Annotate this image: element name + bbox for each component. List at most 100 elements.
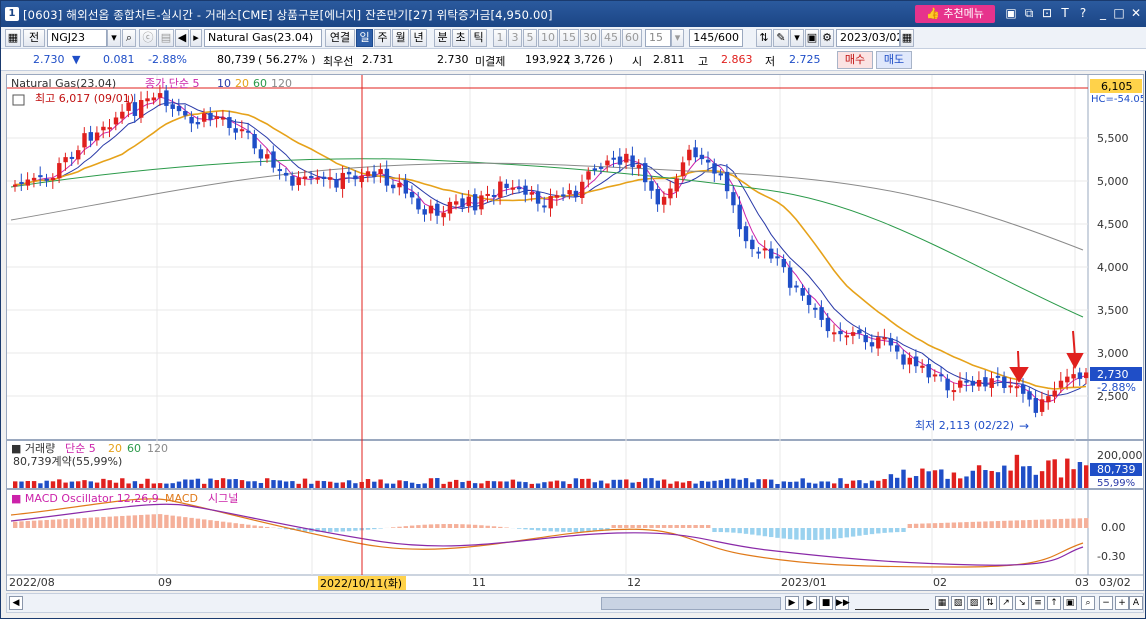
macd-bar (724, 528, 730, 533)
moving-average-lines (10, 96, 1087, 403)
sell-button[interactable]: 매도 (876, 51, 912, 69)
chart-area[interactable]: Natural Gas(23.04) 종가 단순 5 10 20 60 120 … (6, 74, 1144, 591)
volume-bar (737, 479, 742, 488)
zoom-out-icon[interactable]: ⌕ (1081, 596, 1095, 610)
volume-bar (825, 481, 831, 488)
candle-body (888, 338, 894, 346)
tool-icon[interactable]: ▦ (935, 596, 949, 610)
maximize-icon[interactable]: □ (1113, 6, 1125, 20)
interval-10[interactable]: 10 (538, 29, 558, 47)
volume-bar (485, 480, 490, 488)
copy-icon[interactable]: ⧉ (1024, 6, 1034, 20)
calendar-icon[interactable]: ▦ (900, 29, 914, 47)
candle-body (31, 177, 37, 181)
interval-30[interactable]: 30 (580, 29, 600, 47)
zoom-slider[interactable] (855, 597, 929, 610)
chevron-down-icon[interactable]: ▾ (107, 29, 121, 47)
period-second[interactable]: 초 (452, 29, 469, 47)
candle-body (586, 171, 591, 180)
chevron-down-icon[interactable]: ▾ (790, 29, 804, 47)
period-link[interactable]: 연결 (325, 29, 355, 47)
interval-1[interactable]: 1 (493, 29, 507, 47)
search-icon[interactable]: ⌕ (122, 29, 136, 47)
calc-icon[interactable]: ▤ (158, 29, 174, 47)
tool-icon[interactable]: ≡ (1031, 596, 1045, 610)
table-icon[interactable] (12, 94, 25, 106)
macd-lines (10, 498, 1084, 568)
interval-5[interactable]: 5 (523, 29, 537, 47)
symbol-code-input[interactable]: NGJ23 (47, 29, 107, 47)
tool-icon[interactable]: ▣ (1063, 596, 1077, 610)
tool-icon[interactable]: ↘ (1015, 596, 1029, 610)
minimize-icon[interactable]: _ (1100, 6, 1106, 20)
macd-bar (321, 528, 327, 532)
play-icon[interactable]: ▶ (803, 596, 817, 610)
scroll-right-icon[interactable]: ▶ (785, 596, 799, 610)
tool-icon[interactable]: ⇅ (983, 596, 997, 610)
jeon-button[interactable]: 전 (23, 29, 45, 47)
tool-icon[interactable]: ▧ (951, 596, 965, 610)
interval-45[interactable]: 45 (601, 29, 621, 47)
volume-bar (775, 483, 780, 488)
gear-icon[interactable]: ⚙ (820, 29, 834, 47)
time-tick: 02 (933, 576, 947, 589)
candle-body (120, 111, 125, 119)
period-minute[interactable]: 분 (434, 29, 451, 47)
macd-bar (13, 521, 18, 528)
low-label: 저 (765, 55, 776, 68)
stop-icon[interactable]: ■ (819, 596, 833, 610)
interval-input[interactable]: 15 (645, 29, 671, 47)
volume-bar (605, 483, 610, 488)
buy-button[interactable]: 매수 (837, 51, 873, 69)
tool-icon[interactable]: ↑ (1047, 596, 1061, 610)
candle-body (164, 90, 169, 106)
macd-bar (328, 528, 333, 532)
interval-3[interactable]: 3 (508, 29, 522, 47)
interval-60[interactable]: 60 (622, 29, 642, 47)
speaker-icon[interactable]: ◀ (175, 29, 189, 47)
grid-icon[interactable]: ▦ (5, 29, 21, 47)
recommend-menu-button[interactable]: 👍 추천메뉴 (915, 5, 995, 23)
candle-body (712, 163, 717, 174)
date-input[interactable]: 2023/03/02 (836, 29, 900, 47)
period-tick[interactable]: 틱 (470, 29, 487, 47)
volume-bar (44, 480, 49, 488)
minus-icon[interactable]: − (1099, 596, 1113, 610)
candle-body (668, 188, 673, 199)
macd-bar (120, 515, 125, 528)
red-arrow-annotation (1066, 330, 1084, 370)
indicator-icon[interactable]: ⇅ (756, 29, 772, 47)
restore-icon[interactable]: ▣ (1005, 6, 1017, 20)
macd-bar (403, 526, 408, 528)
macd-bar (38, 520, 43, 528)
arrow-small-icon[interactable]: ▸ (190, 29, 202, 47)
tool-icon[interactable]: ↗ (999, 596, 1013, 610)
period-week[interactable]: 주 (374, 29, 391, 47)
close-icon[interactable]: ✕ (1130, 6, 1142, 20)
data-count-input[interactable]: 145/600 (689, 29, 743, 47)
chevron-down-icon[interactable]: ▾ (671, 29, 684, 47)
period-day[interactable]: 일 (356, 29, 373, 47)
help-icon[interactable]: ? (1079, 6, 1087, 20)
interval-15[interactable]: 15 (559, 29, 579, 47)
scroll-bar[interactable]: ◀ ▶ ▶ ■ ▶▶ ▦ ▧ ▨ ⇅ ↗ ↘ ≡ ↑ ▣ ⌕ − + A (6, 593, 1144, 613)
draw-tool-icon[interactable]: ✎ (773, 29, 789, 47)
scroll-thumb[interactable] (601, 597, 781, 610)
scroll-left-icon[interactable]: ◀ (9, 596, 23, 610)
candle-body (517, 187, 522, 190)
plus-icon[interactable]: + (1115, 596, 1129, 610)
period-year[interactable]: 년 (410, 29, 427, 47)
fast-forward-icon[interactable]: ▶▶ (835, 596, 850, 610)
tool-icon[interactable]: ▨ (967, 596, 981, 610)
period-month[interactable]: 월 (392, 29, 409, 47)
cg-icon[interactable]: ⓒ (139, 29, 157, 47)
save-icon[interactable]: ▣ (805, 29, 819, 47)
candle-body (781, 259, 786, 268)
pin-icon[interactable]: ⊡ (1041, 6, 1053, 20)
candle-body (460, 198, 465, 208)
font-size-icon[interactable]: A (1129, 596, 1143, 610)
volume-bar (567, 483, 572, 488)
candle-body (510, 187, 516, 190)
font-icon[interactable]: T (1061, 6, 1069, 20)
signal-line (10, 503, 1084, 566)
